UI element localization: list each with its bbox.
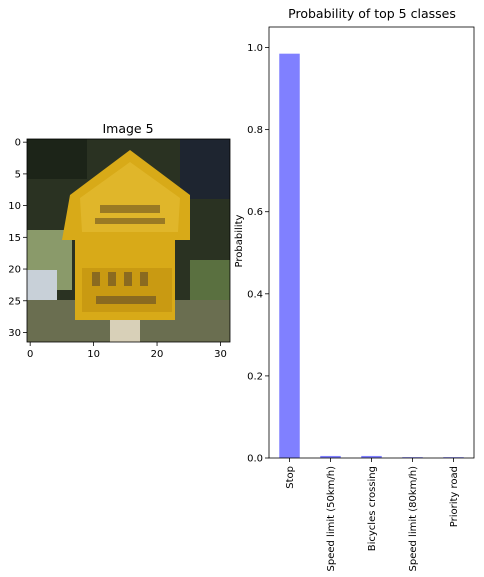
bars	[279, 53, 464, 458]
image-y-tick-label: 10	[8, 201, 21, 212]
y-tick-label: 0.8	[247, 125, 263, 136]
image-y-tick-label: 20	[8, 265, 21, 276]
image-x-tick-label: 30	[214, 349, 227, 360]
chart-title: Probability of top 5 classes	[288, 6, 456, 21]
bar	[361, 455, 382, 458]
image-y-tick-label: 15	[8, 233, 21, 244]
image-y-tick-label: 5	[15, 169, 21, 180]
image-panel: Image 5 0 10 20 30 0 5 10 15 20 25 30	[8, 121, 231, 360]
image-x-tick-label: 10	[87, 349, 100, 360]
image-y-tick-label: 30	[8, 328, 21, 339]
y-tick-label: 0.2	[247, 371, 263, 382]
x-tick-label: Bicycles crossing	[367, 466, 378, 551]
y-tick-label: 0.4	[247, 289, 263, 300]
image-x-tick-label: 20	[151, 349, 164, 360]
bar-chart: Probability of top 5 classes Probability…	[234, 6, 475, 572]
image-x-tick-label: 0	[27, 349, 33, 360]
bar	[443, 457, 464, 458]
bar	[402, 457, 423, 458]
bar	[320, 455, 341, 458]
y-axis-label: Probability	[234, 214, 245, 267]
y-tick-label: 0.0	[247, 454, 263, 465]
image-axes: 0 10 20 30 0 5 10 15 20 25 30	[8, 138, 231, 360]
sign-image	[27, 139, 230, 342]
x-tick-label: Speed limit (50km/h)	[326, 466, 337, 572]
x-tick-label: Stop	[285, 466, 296, 489]
y-tick-label: 0.6	[247, 207, 263, 218]
image-y-tick-label: 25	[8, 296, 21, 307]
image-title: Image 5	[102, 121, 153, 136]
image-y-tick-label: 0	[15, 138, 21, 149]
bar	[279, 53, 300, 458]
x-tick-label: Priority road	[449, 466, 460, 527]
image-frame	[26, 138, 231, 343]
x-tick-label: Speed limit (80km/h)	[408, 466, 419, 572]
y-tick-label: 1.0	[247, 43, 263, 54]
chart-axes: 0.0 0.2 0.4 0.6 0.8 1.0 Stop Speed limit (50km/…	[247, 26, 475, 572]
